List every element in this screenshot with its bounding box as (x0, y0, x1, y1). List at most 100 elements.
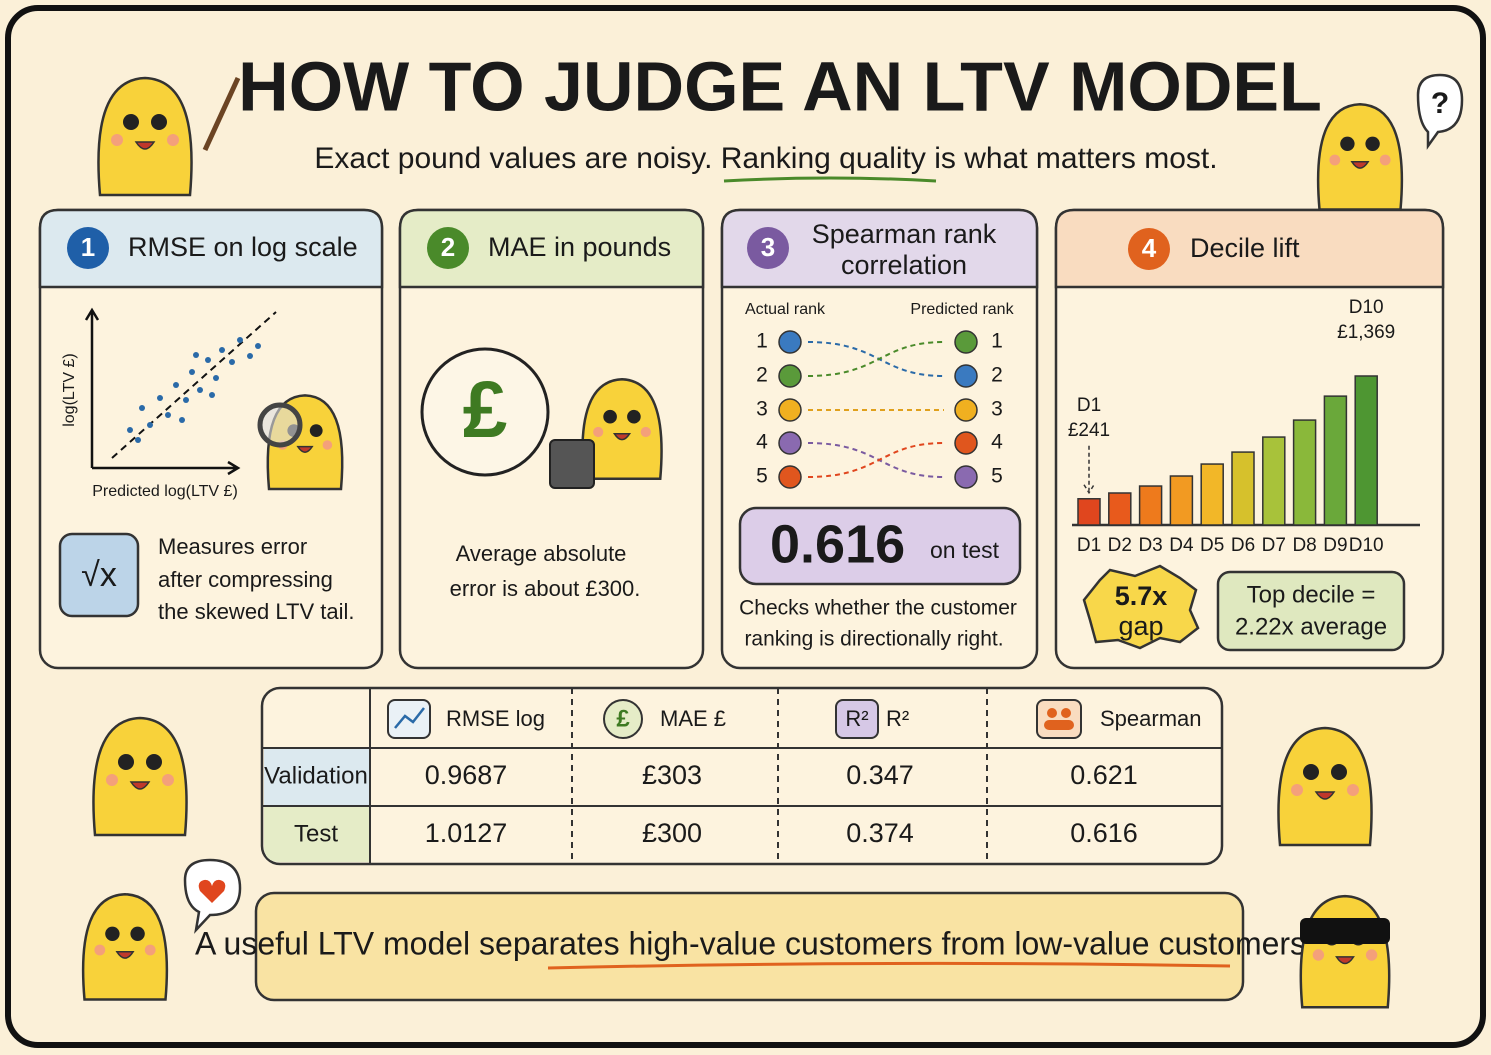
axis-label: Predicted log(LTV £) (92, 483, 238, 500)
column-icon (1044, 708, 1074, 730)
panel-header (398, 208, 705, 289)
rank-number: 1 (756, 330, 768, 353)
value-label: £1,369 (1337, 322, 1395, 343)
subtitle: Exact pound values are noisy. Ranking qu… (314, 142, 1217, 175)
number-badge (67, 227, 109, 269)
mascot-mouth (1335, 956, 1355, 965)
bar (1200, 463, 1224, 526)
column-icon (1036, 699, 1082, 739)
x-tick-label: D7 (1262, 535, 1286, 556)
rank-number: 1 (991, 330, 1003, 353)
x-tick-label: D9 (1323, 535, 1347, 556)
bar (1231, 451, 1255, 526)
top-decile-text: 2.22x average (1235, 613, 1387, 640)
mascot (581, 378, 663, 480)
mascot-eye (1365, 136, 1380, 151)
mascot-cheek (144, 944, 156, 956)
cell: 0.616 (1070, 818, 1138, 848)
pound-circle (420, 347, 550, 477)
gap-text: gap (1118, 611, 1163, 641)
description: Measures error (158, 534, 307, 559)
underline (547, 961, 1231, 970)
description: Average absolute (456, 541, 627, 566)
mascot-cheek (1347, 784, 1359, 796)
icon-text: √x (81, 556, 117, 594)
mascot-eye (309, 424, 323, 437)
mascot-eye (146, 754, 162, 770)
rank-number: 3 (756, 398, 768, 421)
number-badge (747, 227, 789, 269)
row-header: Validation (264, 762, 368, 789)
column-icon-text: R² (845, 706, 868, 731)
rank-number: 5 (991, 465, 1003, 488)
x-tick-label: D3 (1138, 535, 1162, 556)
mascot-eye (1303, 764, 1319, 780)
description: Checks whether the customer (739, 597, 1017, 620)
description: ranking is directionally right. (744, 628, 1003, 651)
mascot-mouth (1314, 791, 1336, 800)
underline (723, 176, 937, 183)
row-header: Test (294, 820, 338, 847)
description: the skewed LTV tail. (158, 599, 354, 624)
gap-badge (1082, 564, 1200, 650)
cell: 0.621 (1070, 760, 1138, 790)
bar (1354, 375, 1378, 526)
cell: £300 (642, 818, 702, 848)
rank-number: 2 (991, 364, 1003, 387)
scatter-dots (127, 337, 261, 443)
mascot-cheek (162, 774, 174, 786)
mascot-eye (151, 114, 167, 130)
x-tick-label: D10 (1349, 535, 1384, 556)
gap-text: 5.7x (1115, 581, 1168, 611)
table (260, 686, 1224, 866)
x-tick-label: D5 (1200, 535, 1224, 556)
rank-number: 4 (991, 431, 1003, 454)
footer-box (254, 891, 1245, 1002)
cell: 1.0127 (425, 818, 508, 848)
cell: 0.9687 (425, 760, 508, 790)
calculator (549, 439, 595, 489)
mascot-eye (1340, 136, 1355, 151)
mascot (1277, 726, 1373, 847)
cell: 0.374 (846, 818, 914, 848)
panel-title: MAE in pounds (488, 232, 671, 262)
pointer (202, 76, 241, 152)
x-tick-label: D8 (1292, 535, 1316, 556)
icon-box (58, 532, 140, 618)
rank-label: Actual rank (745, 301, 826, 318)
panel-number: 1 (81, 232, 95, 262)
mascot (1316, 102, 1404, 211)
panel-title: Decile lift (1190, 233, 1300, 263)
icon-text: £ (463, 365, 508, 454)
panel-title: RMSE on log scale (128, 232, 358, 262)
rank-number: 2 (756, 364, 768, 387)
mascot-mouth (612, 432, 632, 441)
panel-number: 2 (441, 232, 455, 262)
panel-header (720, 208, 1039, 289)
mascot (92, 716, 188, 837)
mascot-eye (118, 754, 134, 770)
number-badge (427, 227, 469, 269)
description: after compressing (158, 567, 333, 592)
rank-avatars (778, 330, 978, 489)
sunglasses (1300, 918, 1390, 944)
rank-number: 3 (991, 398, 1003, 421)
bar-annotation: D1 (1077, 395, 1101, 416)
column-icon-text: £ (616, 705, 630, 732)
mascot-eye (130, 926, 145, 941)
score: 0.616 (770, 514, 905, 574)
bar (1292, 419, 1317, 526)
mascot-cheek (1365, 949, 1378, 961)
x-tick-label: D1 (1077, 535, 1101, 556)
mascot-cheek (593, 426, 604, 438)
mascot-cheek (640, 426, 651, 438)
score-note: on test (930, 537, 1000, 563)
mascot-eye (123, 114, 139, 130)
score-box (738, 506, 1022, 586)
mascot-cheek (1312, 949, 1325, 961)
mascot-eye (105, 926, 120, 941)
bar (1077, 498, 1101, 526)
mascot (97, 76, 193, 197)
column-header: MAE £ (660, 706, 726, 731)
